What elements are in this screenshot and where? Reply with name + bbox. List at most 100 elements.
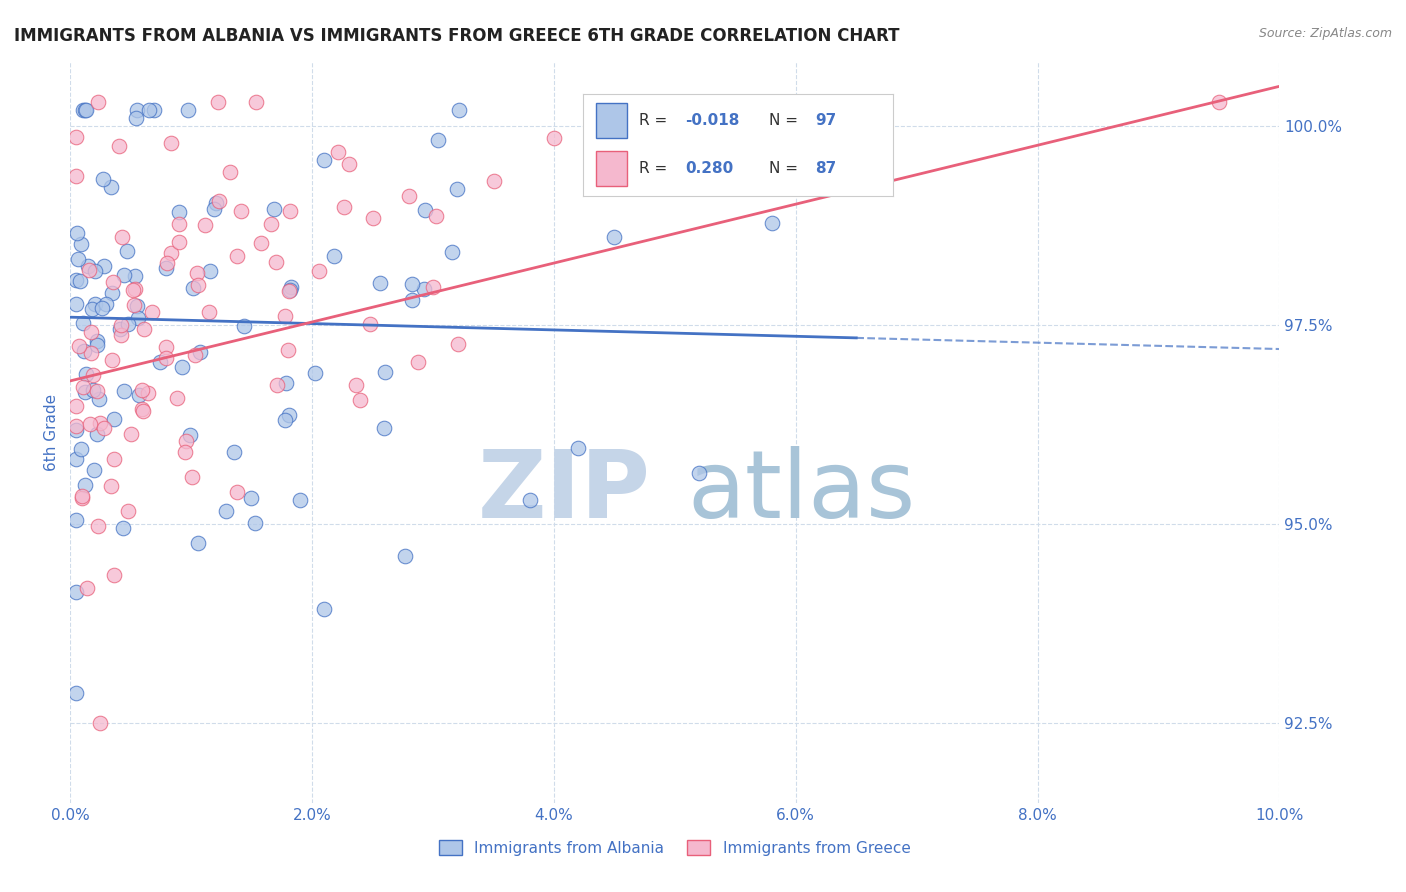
Point xyxy=(127,311,149,326)
Point xyxy=(401,293,423,307)
Point xyxy=(373,421,395,435)
Point xyxy=(125,111,148,125)
Point xyxy=(314,601,336,615)
Point xyxy=(75,103,97,118)
Point xyxy=(131,383,153,397)
Point xyxy=(124,282,146,296)
Point xyxy=(103,452,125,467)
Point xyxy=(308,264,330,278)
Point xyxy=(188,345,211,359)
Point xyxy=(207,95,229,110)
Point xyxy=(181,281,204,295)
Point xyxy=(249,235,271,250)
Point xyxy=(65,418,87,433)
Point xyxy=(72,316,94,330)
Point xyxy=(83,463,105,477)
Point xyxy=(277,284,299,298)
Point xyxy=(225,485,247,500)
Point xyxy=(1208,95,1230,110)
Point xyxy=(86,426,108,441)
Point xyxy=(115,244,138,258)
Point xyxy=(304,366,326,380)
Text: 0.280: 0.280 xyxy=(686,161,734,176)
Point xyxy=(73,344,96,359)
Point xyxy=(312,153,335,167)
Point xyxy=(89,716,111,731)
Point xyxy=(170,360,193,375)
Point xyxy=(91,301,114,316)
Point xyxy=(167,205,190,219)
Text: -0.018: -0.018 xyxy=(686,112,740,128)
Point xyxy=(76,581,98,595)
Legend: Immigrants from Albania, Immigrants from Greece: Immigrants from Albania, Immigrants from… xyxy=(433,834,917,862)
Point xyxy=(422,280,444,294)
Point xyxy=(86,338,108,352)
Point xyxy=(264,255,287,269)
Point xyxy=(187,535,209,549)
Point xyxy=(73,384,96,399)
Point xyxy=(482,174,505,188)
Point xyxy=(100,478,122,492)
Point xyxy=(82,383,104,397)
Point xyxy=(70,236,93,251)
Text: R =: R = xyxy=(640,161,668,176)
Point xyxy=(132,321,155,335)
Point xyxy=(446,182,468,196)
Point xyxy=(108,322,131,336)
Point xyxy=(87,519,110,533)
Point xyxy=(79,417,101,431)
Point xyxy=(277,409,299,423)
Point xyxy=(86,384,108,398)
Point xyxy=(174,445,197,459)
Text: 87: 87 xyxy=(815,161,837,176)
Point xyxy=(179,428,201,442)
Point xyxy=(125,103,148,118)
Point xyxy=(359,317,381,331)
Point xyxy=(567,441,589,455)
Point xyxy=(122,284,145,298)
Point xyxy=(349,393,371,408)
Point xyxy=(259,217,281,231)
Point xyxy=(112,268,135,283)
Point xyxy=(761,216,783,230)
Point xyxy=(72,380,94,394)
Point xyxy=(156,256,179,270)
Point xyxy=(149,355,172,369)
Point xyxy=(273,310,295,324)
Point xyxy=(87,392,110,406)
Point xyxy=(65,686,87,700)
Point xyxy=(187,278,209,293)
Point xyxy=(374,365,396,379)
Point xyxy=(65,452,87,467)
Y-axis label: 6th Grade: 6th Grade xyxy=(44,394,59,471)
Point xyxy=(72,103,94,118)
Point xyxy=(65,423,87,437)
Point xyxy=(117,317,139,331)
Point xyxy=(136,386,159,401)
Point xyxy=(441,245,464,260)
Point xyxy=(205,196,228,211)
Point xyxy=(401,277,423,292)
Point xyxy=(197,305,219,319)
Point xyxy=(70,491,93,505)
Point xyxy=(394,549,416,564)
Point xyxy=(155,351,177,365)
Point xyxy=(184,347,207,361)
Point xyxy=(110,328,132,343)
Point xyxy=(274,376,297,391)
Text: 97: 97 xyxy=(815,112,837,128)
Point xyxy=(277,343,299,358)
Point xyxy=(688,467,710,481)
Point xyxy=(519,493,541,508)
Point xyxy=(86,334,108,348)
Point xyxy=(426,132,449,146)
Point xyxy=(67,339,90,353)
Point xyxy=(233,318,256,333)
Point xyxy=(93,421,115,435)
Point xyxy=(337,157,360,171)
Point xyxy=(73,103,96,118)
Point xyxy=(278,204,301,219)
Text: ZIP: ZIP xyxy=(478,446,651,538)
Point xyxy=(94,297,117,311)
Point xyxy=(177,103,200,118)
